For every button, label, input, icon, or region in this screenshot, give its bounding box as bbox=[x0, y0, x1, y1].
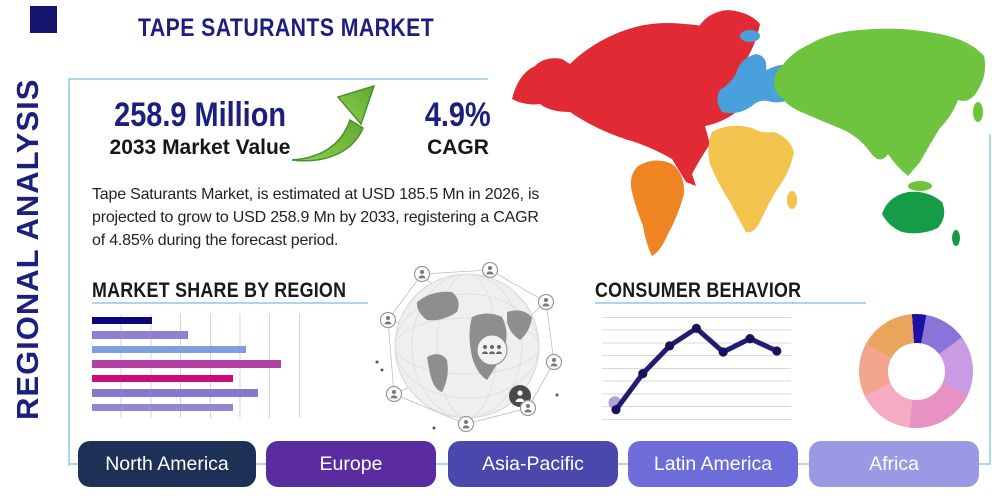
bar-segment bbox=[92, 389, 259, 397]
globe-network-graphic bbox=[375, 262, 562, 432]
cagr-stat: 4.9% CAGR bbox=[398, 96, 518, 160]
map-greenland bbox=[696, 10, 760, 76]
region-button-label: Europe bbox=[319, 452, 383, 475]
page-title: TAPE SATURANTS MARKET bbox=[138, 14, 435, 42]
market-value-stat: 258.9 Million 2033 Market Value bbox=[84, 96, 316, 160]
bar-segment bbox=[92, 360, 282, 368]
market-description: Tape Saturants Market, is estimated at U… bbox=[92, 183, 539, 252]
bar-segment bbox=[92, 317, 153, 325]
box-border-top bbox=[68, 78, 488, 80]
line-point bbox=[745, 334, 755, 344]
donut-chart bbox=[859, 314, 973, 428]
cagr-number: 4.9% bbox=[425, 96, 491, 134]
region-button-north-america[interactable]: North America bbox=[78, 441, 256, 487]
region-button-europe[interactable]: Europe bbox=[266, 441, 436, 487]
region-button-label: Asia-Pacific bbox=[482, 452, 584, 475]
map-new-zealand bbox=[952, 230, 960, 246]
bar-segment bbox=[92, 403, 234, 412]
market-value-number: 258.9 Million bbox=[114, 96, 286, 134]
map-africa bbox=[708, 125, 794, 233]
market-share-section-title: MARKET SHARE BY REGION bbox=[92, 279, 347, 302]
map-japan bbox=[973, 102, 983, 122]
consumer-behavior-underline bbox=[595, 302, 866, 304]
description-line: of 4.85% during the forecast period. bbox=[92, 232, 339, 249]
corner-square-decor bbox=[30, 6, 57, 33]
growth-arrow-icon bbox=[291, 84, 376, 162]
line-point bbox=[665, 341, 675, 351]
region-button-asia-pacific[interactable]: Asia-Pacific bbox=[448, 441, 618, 487]
bar-chart-bars bbox=[92, 317, 282, 412]
cagr-label: CAGR bbox=[427, 135, 489, 159]
description-line: Tape Saturants Market, is estimated at U… bbox=[92, 186, 540, 203]
map-iceland bbox=[740, 30, 760, 42]
consumer-behavior-section-title: CONSUMER BEHAVIOR bbox=[595, 279, 802, 302]
map-south-america bbox=[630, 160, 685, 256]
description-line: projected to grow to USD 258.9 Mn by 203… bbox=[92, 209, 539, 226]
region-button-latin-america[interactable]: Latin America bbox=[628, 441, 798, 487]
market-value-label: 2033 Market Value bbox=[109, 135, 291, 159]
line-chart-svg bbox=[608, 323, 782, 415]
line-point bbox=[611, 405, 621, 415]
line-chart-gridlines bbox=[602, 317, 791, 420]
bar-segment bbox=[92, 374, 234, 383]
map-asia bbox=[774, 28, 986, 176]
line-point bbox=[691, 323, 701, 333]
world-map bbox=[512, 10, 986, 256]
line-point bbox=[638, 369, 648, 379]
bar-segment bbox=[92, 345, 246, 354]
map-australia bbox=[882, 191, 945, 234]
market-share-underline bbox=[92, 302, 368, 304]
map-north-america bbox=[512, 23, 758, 186]
box-border-right bbox=[989, 134, 991, 465]
region-button-label: Africa bbox=[869, 452, 919, 475]
map-indonesia bbox=[908, 181, 932, 191]
region-button-africa[interactable]: Africa bbox=[809, 441, 979, 487]
box-border-left bbox=[68, 78, 70, 466]
sidebar-vertical-label: REGIONAL ANALYSIS bbox=[10, 78, 45, 420]
region-button-label: North America bbox=[105, 452, 229, 475]
line-point bbox=[718, 347, 728, 357]
bar-segment bbox=[92, 331, 188, 339]
map-madagascar bbox=[787, 191, 797, 209]
line-point bbox=[772, 346, 782, 356]
region-button-label: Latin America bbox=[653, 452, 773, 475]
